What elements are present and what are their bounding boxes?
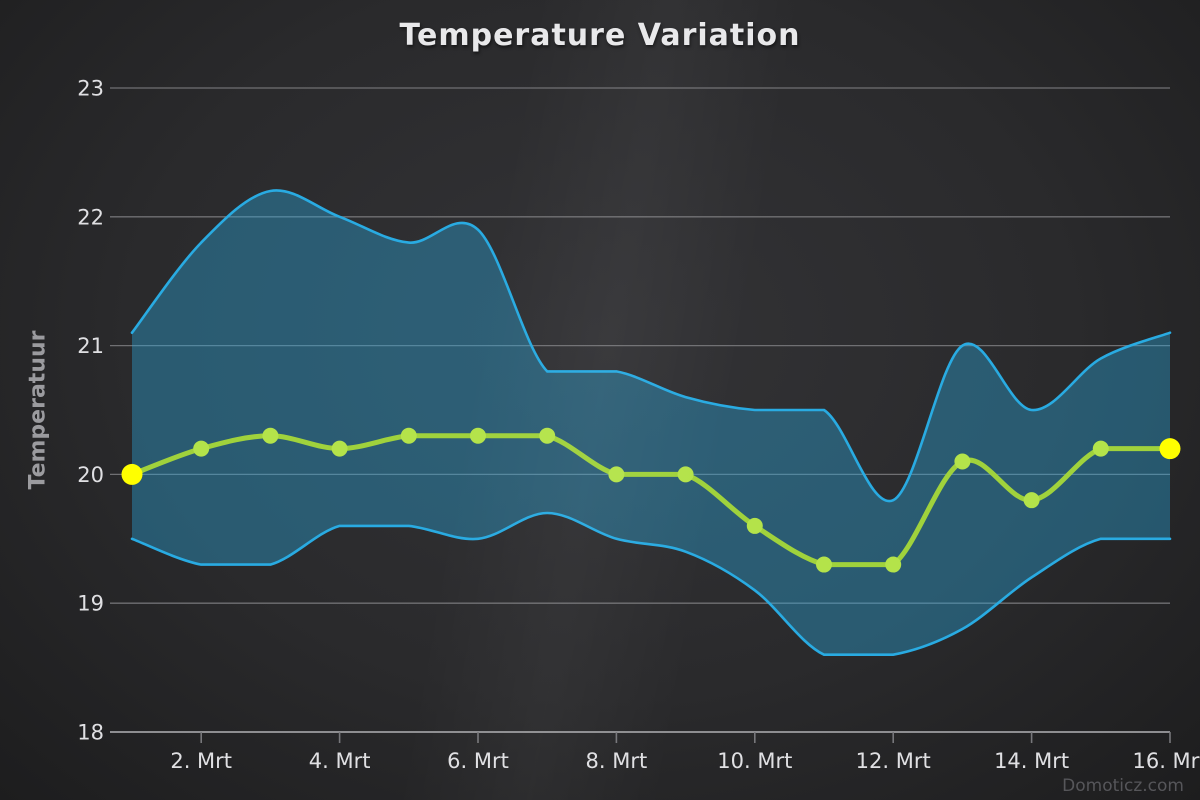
range-band-min-line [130,511,1172,656]
range-band [130,189,1172,656]
x-tick-label: 16. Mrt [1132,749,1200,773]
avg-marker[interactable] [608,466,625,483]
x-tick-label: 10. Mrt [717,749,792,773]
avg-marker[interactable] [193,440,210,457]
avg-marker[interactable] [470,427,486,444]
axis-labels: 23 22 21 20 19 18 2. Mrt 4. Mrt 6. Mrt 8. Mrt 10. … [77,77,1200,774]
avg-line [129,433,1173,568]
y-tick-label: 19 [77,592,104,616]
x-tick-label: 2. Mrt [170,749,232,773]
x-tick-label: 6. Mrt [447,749,509,773]
x-tick-label: 8. Mrt [586,749,648,773]
avg-marker[interactable] [262,427,279,444]
avg-spline [129,433,1173,568]
avg-marker[interactable] [954,453,971,470]
avg-marker[interactable] [677,466,694,483]
avg-marker[interactable] [1092,440,1109,457]
x-tick-label: 14. Mrt [994,749,1069,773]
y-tick-label: 23 [77,77,104,101]
y-tick-label: 22 [77,205,104,229]
y-tick-label: 21 [77,334,104,358]
avg-marker[interactable] [400,427,417,444]
avg-marker[interactable] [331,440,348,457]
watermark: Domoticz.com [1062,776,1184,796]
avg-endpoint-marker[interactable] [121,463,143,485]
x-tick-label: 12. Mrt [856,749,931,773]
range-band-fill [132,190,1170,655]
avg-marker[interactable] [746,517,763,534]
range-band-max-line [130,189,1172,503]
avg-marker[interactable] [539,427,556,444]
axes [110,731,1171,743]
avg-endpoint-marker[interactable] [1159,438,1181,460]
avg-marker[interactable] [1023,492,1040,509]
y-axis-title: Temperatuur [25,330,51,490]
avg-markers [121,427,1181,573]
x-tick-label: 4. Mrt [309,749,371,773]
avg-marker[interactable] [816,556,832,573]
y-tick-label: 18 [77,721,104,745]
y-tick-label: 20 [77,463,104,487]
avg-marker[interactable] [885,556,902,573]
chart-title: Temperature Variation [399,18,801,53]
